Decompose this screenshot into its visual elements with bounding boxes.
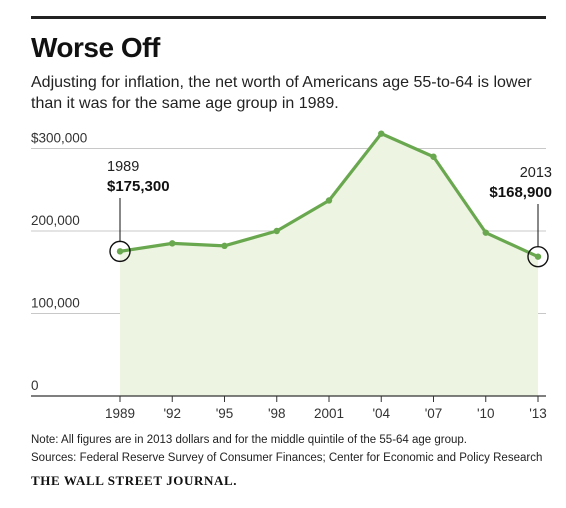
data-point [482,229,489,236]
annotation-value: $168,900 [489,184,552,201]
chart-note: Note: All figures are in 2013 dollars an… [31,434,468,446]
data-point [430,153,437,160]
chart-subtitle: Adjusting for inflation, the net worth o… [31,74,532,112]
x-tick-label: 1989 [105,406,135,421]
x-tick-label: '13 [529,406,547,421]
x-tick-label: '95 [216,406,234,421]
data-point [221,242,228,250]
annotation-year: 2013 [520,165,552,181]
data-point [378,130,385,137]
chart-sources: Sources: Federal Reserve Survey of Consu… [31,452,543,464]
y-tick-label: 200,000 [31,213,80,228]
x-tick-label: '04 [372,406,390,421]
data-point [534,253,542,260]
data-point [273,227,280,235]
wsj-masthead: THE WALL STREET JOURNAL. [31,473,238,488]
x-tick-label: '98 [268,406,286,421]
x-tick-label: 2001 [314,406,344,421]
x-tick-label: '10 [477,406,495,421]
x-tick-label: '07 [425,406,443,421]
data-point [169,240,176,247]
y-tick-label: $300,000 [31,131,87,146]
top-rule [31,16,546,19]
chart-area: 0 100,000 200,000 $300,000 1989 '92 '95 '98 2001… [31,130,552,421]
annotation-year: 1989 [107,159,139,175]
area-fill [120,133,538,396]
y-tick-label: 0 [31,378,39,393]
annotation-value: $175,300 [107,178,170,195]
data-point [325,197,333,204]
y-tick-label: 100,000 [31,296,80,311]
data-point [116,248,124,255]
chart-title: Worse Off [31,32,160,63]
x-tick-label: '92 [163,406,181,421]
